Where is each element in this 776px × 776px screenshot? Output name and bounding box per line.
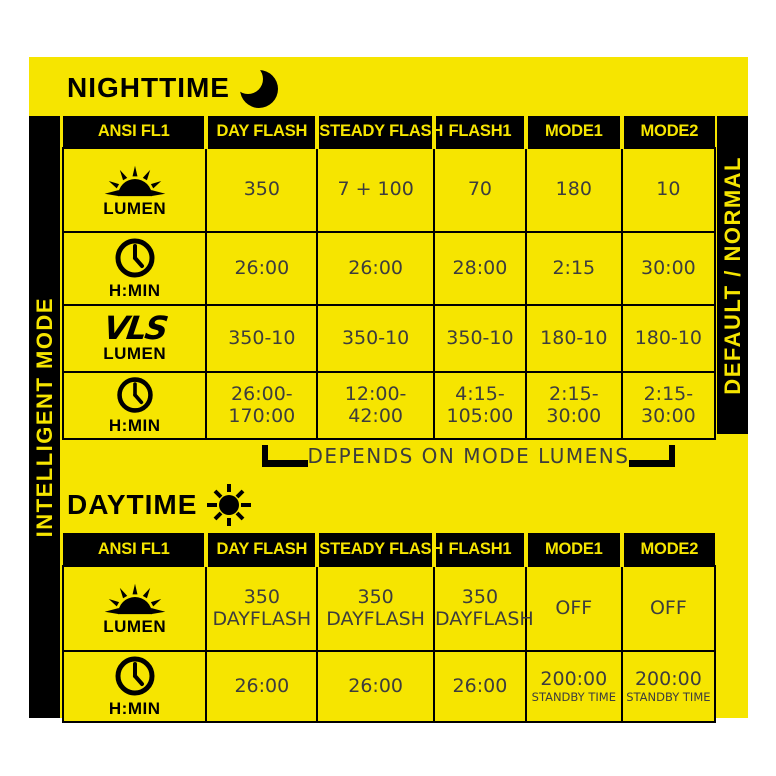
clock-icon (64, 236, 205, 280)
value-cell: 26:00 (316, 650, 435, 723)
note-bracket-right-icon (629, 445, 675, 467)
moon-icon (238, 67, 278, 109)
value-cell: 2:15- 30:00 (620, 371, 717, 440)
nighttime-table: ANSI FL1 DAY FLASH STEADY FLASH FLASH1 M… (61, 116, 717, 440)
depends-note: DEPENDS ON MODE LUMENS (262, 442, 675, 470)
column-header-mode1: MODE1 (523, 533, 622, 566)
column-header-steady-flash: STEADY FLASH (315, 116, 443, 148)
value-cell: 12:00- 42:00 (316, 371, 435, 440)
value-cell: 2:15- 30:00 (524, 371, 623, 440)
default-normal-label: DEFAULT / NORMAL (719, 155, 745, 395)
value-cell: 2:15 (524, 231, 623, 306)
sun-icon (205, 481, 253, 529)
value-cell: 350 DAYFLASH (316, 565, 435, 652)
default-normal-bar: DEFAULT / NORMAL (717, 116, 748, 434)
value-cell: 200:00 STANDBY TIME (524, 650, 623, 723)
value-cell: 10 (620, 147, 717, 233)
column-header-day-flash: DAY FLASH (204, 116, 318, 148)
value-cell: 28:00 (432, 231, 527, 306)
intelligent-mode-bar: INTELLIGENT MODE (29, 116, 60, 718)
column-header-mode1: MODE1 (523, 116, 622, 148)
night-runtime-row: H:MIN 26:00 26:00 28:00 2:15 30:00 (61, 231, 717, 306)
nighttime-header-row: ANSI FL1 DAY FLASH STEADY FLASH FLASH1 M… (63, 116, 715, 148)
row-label-hmin: H:MIN (61, 231, 208, 306)
row-label-vls-lumen: VLS LUMEN (61, 304, 208, 373)
sun-half-icon (64, 580, 205, 616)
value-cell: 350-10 (316, 304, 435, 373)
sun-half-icon (64, 162, 205, 198)
nighttime-title: NIGHTTIME (67, 72, 230, 103)
column-header-steady-flash: STEADY FLASH (315, 533, 443, 566)
column-header-day-flash: DAY FLASH (204, 533, 318, 566)
column-header-ansi-fl1: ANSI FL1 (63, 533, 207, 566)
intelligent-mode-label: INTELLIGENT MODE (31, 296, 57, 538)
column-header-flash1: FLASH1 (431, 116, 526, 148)
value-cell: 70 (432, 147, 527, 233)
row-label-lumen: LUMEN (61, 565, 208, 652)
night-vls-runtime-row: H:MIN 26:00- 170:00 12:00- 42:00 4:15- 1… (61, 371, 717, 440)
clock-icon (64, 654, 205, 698)
row-label-hmin: H:MIN (61, 650, 208, 723)
value-cell: 26:00 (205, 650, 319, 723)
value-cell: 26:00 (205, 231, 319, 306)
night-lumen-row: LUMEN 350 7 + 100 70 180 10 (61, 147, 717, 233)
value-cell: 200:00 STANDBY TIME (620, 650, 717, 723)
value-cell: 7 + 100 (316, 147, 435, 233)
column-header-mode2: MODE2 (619, 533, 715, 566)
note-bracket-left-icon (262, 445, 308, 467)
value-cell: OFF (620, 565, 717, 652)
daytime-header-row: ANSI FL1 DAY FLASH STEADY FLASH FLASH1 M… (63, 533, 715, 566)
daytime-table: ANSI FL1 DAY FLASH STEADY FLASH FLASH1 M… (61, 533, 717, 723)
daytime-title: DAYTIME (67, 489, 198, 520)
nighttime-heading: NIGHTTIME (67, 64, 278, 112)
row-label-hmin: H:MIN (61, 371, 208, 440)
row-label-lumen: LUMEN (61, 147, 208, 233)
value-cell: 26:00 (432, 650, 527, 723)
value-cell: 350-10 (205, 304, 319, 373)
value-cell: OFF (524, 565, 623, 652)
spec-board: NIGHTTIME INTELLIGENT MODE DEFAULT / NOR… (29, 57, 748, 723)
value-cell: 4:15- 105:00 (432, 371, 527, 440)
value-cell: 26:00- 170:00 (205, 371, 319, 440)
value-cell: 350 (205, 147, 319, 233)
value-cell: 350 DAYFLASH (205, 565, 319, 652)
night-vls-lumen-row: VLS LUMEN 350-10 350-10 350-10 180-10 18… (61, 304, 717, 373)
value-cell: 180 (524, 147, 623, 233)
note-text: DEPENDS ON MODE LUMENS (307, 444, 630, 468)
column-header-mode2: MODE2 (619, 116, 715, 148)
day-runtime-row: H:MIN 26:00 26:00 26:00 200:00 STANDBY T… (61, 650, 717, 723)
vls-logo: VLS (100, 308, 169, 347)
column-header-flash1: FLASH1 (431, 533, 526, 566)
value-cell: 26:00 (316, 231, 435, 306)
value-cell: 30:00 (620, 231, 717, 306)
column-header-ansi-fl1: ANSI FL1 (63, 116, 207, 148)
value-cell: 180-10 (620, 304, 717, 373)
day-lumen-row: LUMEN 350 DAYFLASH 350 DAYFLASH 350 DAYF… (61, 565, 717, 652)
value-cell: 350 DAYFLASH (432, 565, 534, 652)
value-cell: 180-10 (524, 304, 623, 373)
daytime-heading: DAYTIME (67, 481, 253, 529)
clock-icon (64, 375, 205, 415)
value-cell: 350-10 (432, 304, 527, 373)
